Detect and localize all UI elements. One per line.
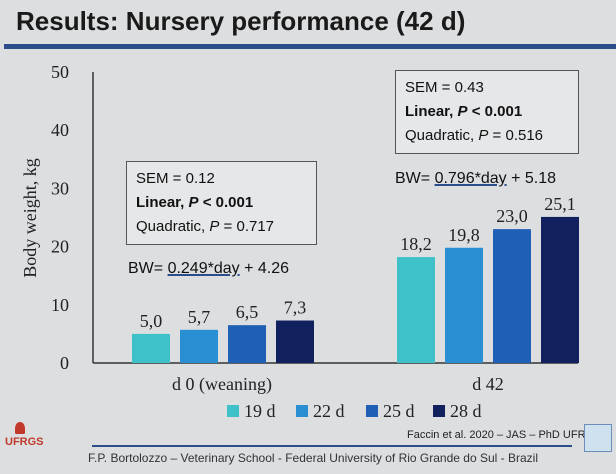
regression-equation-d42: BW= 0.796*day + 5.18 (395, 170, 556, 187)
bar-19d-weaning (132, 333, 170, 363)
legend-swatch (366, 405, 378, 417)
bar-28d-d42 (541, 216, 579, 363)
category-labels: d 0 (weaning) d 42 (172, 374, 504, 395)
bar-25d-weaning (228, 325, 266, 363)
footer-text: F.P. Bortolozzo – Veterinary School - Fe… (88, 451, 538, 465)
y-tick-label: 40 (51, 120, 69, 140)
bar-19d-d42 (397, 257, 435, 363)
x-category-label: d 0 (weaning) (172, 374, 272, 395)
y-tick-label: 20 (51, 237, 69, 257)
sem-value: SEM = 0.12 (136, 170, 215, 187)
legend-swatch (433, 405, 445, 417)
legend-swatch (296, 405, 308, 417)
legend-label: 25 d (383, 401, 415, 421)
y-axis-label: Body weight, kg (20, 158, 40, 278)
linear-stat: Linear, P < 0.001 (405, 103, 523, 120)
legend: 19 d 22 d 25 d 28 d (227, 401, 482, 421)
stats-box-d42: SEM = 0.43 Linear, P < 0.001 Quadratic, … (395, 70, 579, 154)
journal-stamp-icon (584, 424, 612, 452)
regression-equation-weaning: BW= 0.249*day + 4.26 (128, 260, 289, 277)
bar-22d-weaning (180, 329, 218, 363)
data-label: 6,5 (236, 302, 259, 322)
footer-rule (92, 445, 572, 447)
legend-label: 22 d (313, 401, 345, 421)
data-label: 23,0 (496, 206, 528, 226)
x-category-label: d 42 (472, 374, 504, 394)
bar-22d-d42 (445, 247, 483, 363)
title-underline (4, 44, 616, 49)
sem-value: SEM = 0.43 (405, 79, 484, 96)
y-tick-label: 30 (51, 178, 69, 198)
y-tick-label: 50 (51, 62, 69, 82)
data-label: 5,0 (140, 311, 163, 331)
quadratic-stat: Quadratic, P = 0.516 (405, 127, 544, 144)
data-label: 19,8 (448, 225, 480, 245)
data-label: 7,3 (284, 298, 307, 318)
y-tick-labels: 0 10 20 30 40 50 (51, 62, 69, 373)
legend-swatch (227, 405, 239, 417)
data-label: 18,2 (400, 234, 432, 254)
bar-25d-d42 (493, 229, 531, 363)
bars (132, 216, 579, 363)
y-tick-label: 0 (60, 353, 69, 373)
y-tick-label: 10 (51, 295, 69, 315)
ufrgs-logo-text: UFRGS (5, 436, 44, 448)
ufrgs-logo-icon (15, 422, 25, 434)
stats-box-weaning: SEM = 0.12 Linear, P < 0.001 Quadratic, … (126, 161, 317, 245)
bar-28d-weaning (276, 320, 314, 363)
legend-label: 28 d (450, 401, 482, 421)
linear-stat: Linear, P < 0.001 (136, 194, 254, 211)
legend-label: 19 d (244, 401, 276, 421)
data-labels: 5,0 5,7 6,5 7,3 18,2 19,8 23,0 25,1 (140, 194, 576, 331)
citation: Faccin et al. 2020 – JAS – PhD UFRGS (407, 429, 602, 441)
data-label: 5,7 (188, 307, 211, 327)
slide-title: Results: Nursery performance (42 d) (16, 6, 466, 36)
data-label: 25,1 (544, 194, 576, 214)
quadratic-stat: Quadratic, P = 0.717 (136, 218, 275, 235)
